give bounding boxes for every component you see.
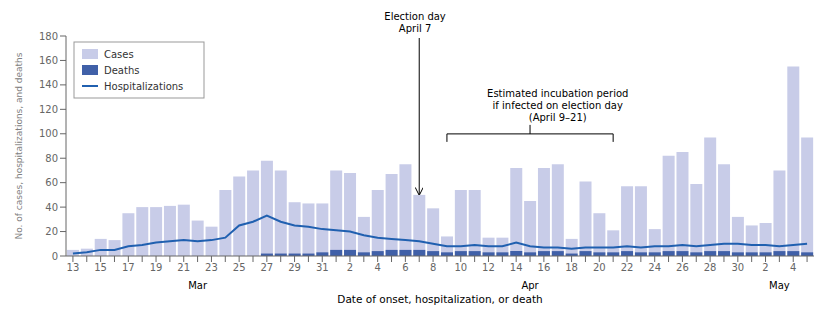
svg-text:14: 14: [510, 262, 523, 273]
svg-text:8: 8: [430, 262, 436, 273]
svg-text:Cases: Cases: [104, 49, 134, 60]
svg-text:4: 4: [374, 262, 380, 273]
svg-text:25: 25: [233, 262, 246, 273]
svg-text:26: 26: [676, 262, 689, 273]
svg-text:2: 2: [762, 262, 768, 273]
svg-text:No. of cases, hospitalizations: No. of cases, hospitalizations, and deat…: [14, 52, 24, 239]
svg-text:15: 15: [94, 262, 107, 273]
svg-text:17: 17: [122, 262, 135, 273]
svg-text:29: 29: [288, 262, 301, 273]
svg-text:19: 19: [150, 262, 163, 273]
svg-text:6: 6: [402, 262, 408, 273]
svg-text:Estimated incubation periodif: Estimated incubation periodif infected o…: [487, 88, 628, 123]
svg-text:28: 28: [704, 262, 717, 273]
svg-text:60: 60: [45, 177, 58, 188]
svg-text:22: 22: [621, 262, 634, 273]
svg-text:Mar: Mar: [188, 280, 208, 291]
svg-text:20: 20: [45, 226, 58, 237]
svg-text:Deaths: Deaths: [104, 65, 139, 76]
svg-text:23: 23: [205, 262, 218, 273]
svg-text:2: 2: [347, 262, 353, 273]
svg-text:100: 100: [39, 128, 58, 139]
svg-text:40: 40: [45, 202, 58, 213]
svg-text:Hospitalizations: Hospitalizations: [104, 81, 183, 92]
svg-text:13: 13: [67, 262, 80, 273]
svg-text:18: 18: [565, 262, 578, 273]
svg-text:20: 20: [593, 262, 606, 273]
svg-text:160: 160: [39, 55, 58, 66]
svg-text:10: 10: [454, 262, 467, 273]
svg-text:Date of onset, hospitalization: Date of onset, hospitalization, or death: [337, 293, 542, 305]
svg-text:120: 120: [39, 104, 58, 115]
svg-text:80: 80: [45, 153, 58, 164]
svg-text:May: May: [769, 280, 790, 291]
svg-text:30: 30: [731, 262, 744, 273]
svg-text:Apr: Apr: [521, 280, 539, 291]
svg-text:21: 21: [177, 262, 190, 273]
svg-text:140: 140: [39, 79, 58, 90]
svg-text:12: 12: [482, 262, 495, 273]
svg-text:16: 16: [538, 262, 551, 273]
svg-text:4: 4: [790, 262, 796, 273]
svg-text:24: 24: [648, 262, 661, 273]
svg-text:0: 0: [52, 251, 58, 262]
svg-text:27: 27: [260, 262, 273, 273]
svg-text:180: 180: [39, 31, 58, 42]
svg-text:Election dayApril 7: Election dayApril 7: [384, 11, 446, 34]
svg-text:31: 31: [316, 262, 329, 273]
